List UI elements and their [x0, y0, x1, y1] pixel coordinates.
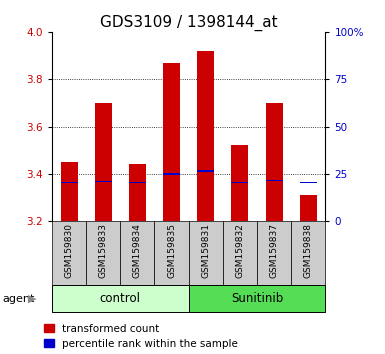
Bar — [129, 182, 146, 183]
Legend: transformed count, percentile rank within the sample: transformed count, percentile rank withi… — [44, 324, 238, 349]
Text: GSM159832: GSM159832 — [235, 223, 244, 278]
Bar — [163, 63, 180, 221]
Text: GSM159831: GSM159831 — [201, 223, 210, 278]
Text: GSM159838: GSM159838 — [304, 223, 313, 278]
Bar — [163, 173, 180, 175]
Bar — [257, 221, 291, 285]
Bar — [52, 285, 189, 312]
Text: GSM159830: GSM159830 — [65, 223, 74, 278]
Bar — [60, 162, 78, 221]
Bar — [189, 221, 223, 285]
Title: GDS3109 / 1398144_at: GDS3109 / 1398144_at — [100, 14, 278, 30]
Bar — [266, 103, 283, 221]
Text: GSM159837: GSM159837 — [270, 223, 279, 278]
Bar — [223, 221, 257, 285]
Bar — [197, 170, 214, 172]
Bar — [197, 51, 214, 221]
Bar — [266, 180, 283, 181]
Bar — [300, 182, 317, 183]
Bar — [189, 285, 325, 312]
Text: agent: agent — [2, 294, 34, 304]
Text: control: control — [100, 292, 141, 305]
Bar — [86, 221, 120, 285]
Bar — [291, 221, 325, 285]
Bar — [60, 182, 78, 183]
Bar — [120, 221, 154, 285]
Text: ▶: ▶ — [28, 294, 37, 304]
Bar — [95, 181, 112, 182]
Bar — [52, 221, 86, 285]
Bar — [231, 182, 248, 183]
Bar — [154, 221, 189, 285]
Text: GSM159834: GSM159834 — [133, 223, 142, 278]
Text: Sunitinib: Sunitinib — [231, 292, 283, 305]
Bar — [129, 165, 146, 221]
Bar — [231, 145, 248, 221]
Bar — [95, 103, 112, 221]
Text: GSM159835: GSM159835 — [167, 223, 176, 278]
Text: GSM159833: GSM159833 — [99, 223, 108, 278]
Bar — [300, 195, 317, 221]
